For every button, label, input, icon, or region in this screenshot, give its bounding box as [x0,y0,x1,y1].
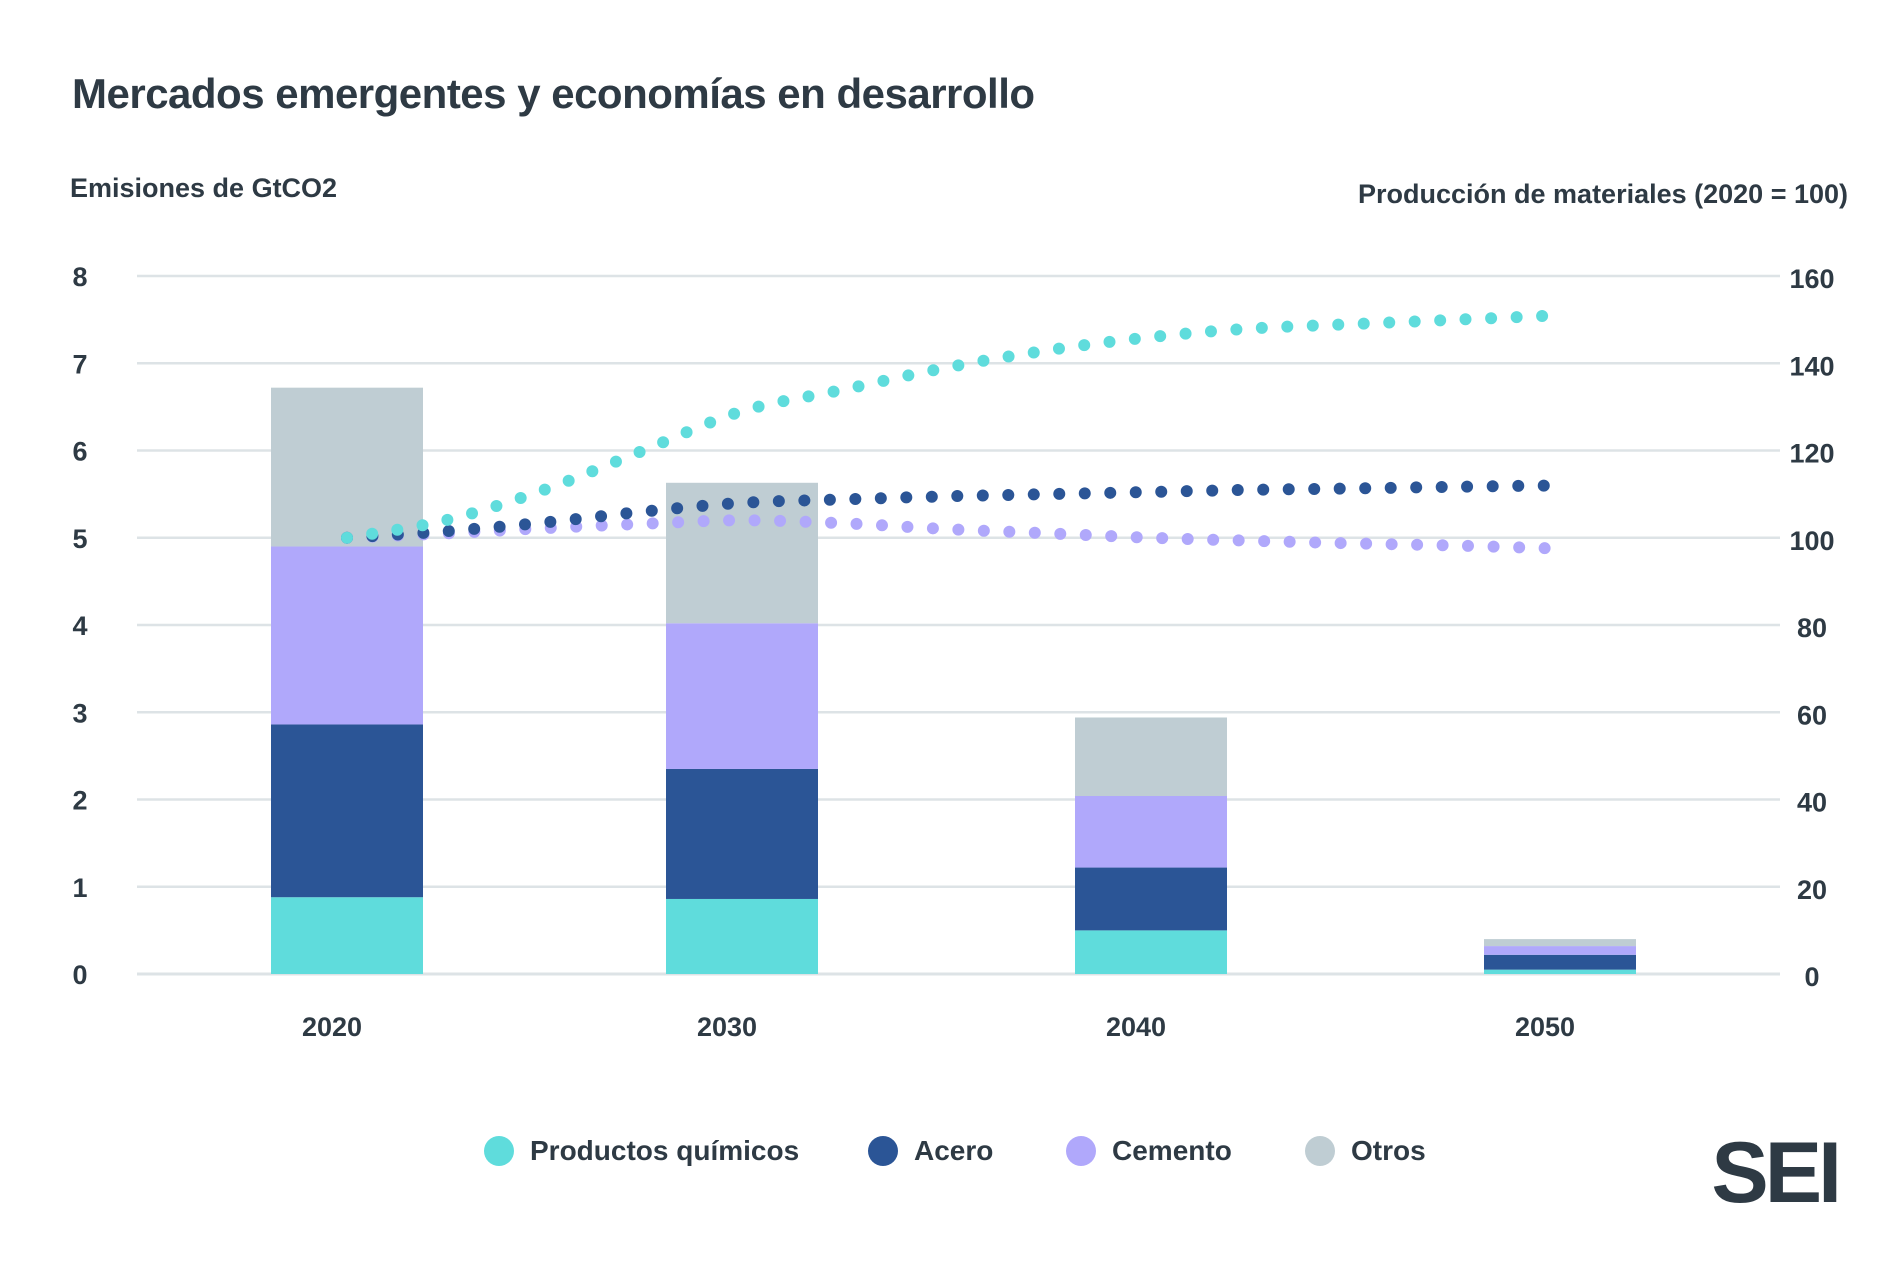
y-tick-right: 140 [1789,351,1834,381]
legend-label-otros: Otros [1351,1135,1426,1166]
bar-otros-2050 [1484,939,1636,947]
bar-acero-2020 [271,724,423,898]
legend-label-quimicos: Productos químicos [530,1135,800,1166]
bar-cemento-2030 [666,623,818,769]
x-tick-label: 2040 [1106,1012,1166,1042]
y-tick-right: 0 [1804,962,1819,992]
legend-label-cemento: Cemento [1112,1135,1232,1166]
bar-productos-2050 [1484,969,1636,974]
bar-cemento-2020 [271,546,423,725]
legend-label-acero: Acero [914,1135,994,1166]
production-lines [341,309,1566,555]
y-tick-left: 4 [72,611,87,641]
line-productos [341,309,1566,544]
legend-item-cemento: Cemento [1066,1135,1232,1167]
line-cemento [341,514,1566,555]
stacked-bars [271,387,1636,974]
bar-otros-2020 [271,387,423,547]
y-tick-left: 6 [72,437,87,467]
y-tick-right: 120 [1789,439,1834,469]
bar-productos-2040 [1075,930,1227,974]
bar-cemento-2050 [1484,946,1636,955]
x-tick-label: 2030 [697,1012,757,1042]
sei-logo: SEI [1711,1125,1842,1221]
legend-item-acero: Acero [868,1135,993,1167]
y-tick-right: 160 [1789,264,1834,294]
bar-cemento-2040 [1075,796,1227,868]
y-tick-left: 1 [72,873,87,903]
legend-swatch-quimicos [484,1136,514,1166]
legend-swatch-otros [1305,1136,1335,1166]
bar-productos-2020 [271,897,423,974]
bar-acero-2040 [1075,867,1227,931]
line-acero [341,479,1566,544]
y-tick-right: 60 [1797,700,1827,730]
x-tick-label: 2050 [1515,1012,1575,1042]
y-tick-left: 2 [72,786,87,816]
y-tick-right: 40 [1797,788,1827,818]
chart-title: Mercados emergentes y economías en desar… [72,70,1035,117]
bar-otros-2030 [666,482,818,624]
y-tick-right: 100 [1789,526,1834,556]
y-tick-right: 20 [1797,875,1827,905]
legend-swatch-cemento [1066,1136,1096,1166]
y-tick-right: 80 [1797,613,1827,643]
bar-acero-2030 [666,768,818,899]
y-tick-left: 8 [72,262,87,292]
y-tick-left: 7 [72,349,87,379]
y-axis-left-title: Emisiones de GtCO2 [70,173,338,203]
bar-acero-2050 [1484,954,1636,970]
y-tick-left: 3 [72,698,87,728]
bar-productos-2030 [666,898,818,974]
legend: Productos químicos Acero Cemento Otros [0,1135,1900,1175]
x-tick-label: 2020 [302,1012,362,1042]
bar-otros-2040 [1075,717,1227,797]
legend-item-quimicos: Productos químicos [484,1135,799,1167]
y-tick-left: 0 [72,960,87,990]
legend-item-otros: Otros [1305,1135,1426,1167]
y-axis-right-title: Producción de materiales (2020 = 100) [1358,179,1848,209]
legend-swatch-acero [868,1136,898,1166]
y-tick-left: 5 [72,524,87,554]
